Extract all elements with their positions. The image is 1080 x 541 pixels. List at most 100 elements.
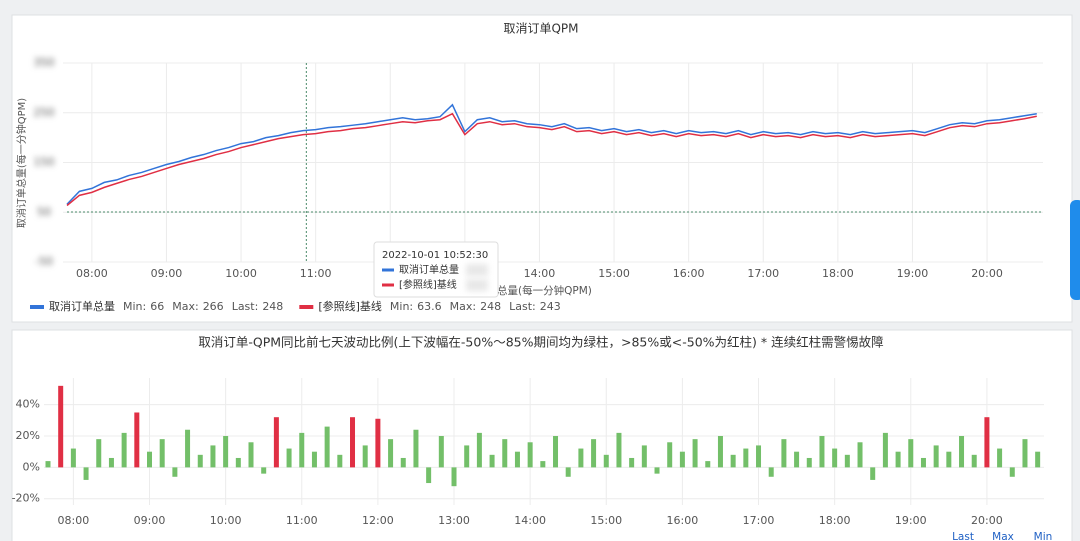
bar [717, 436, 723, 468]
bar [806, 457, 812, 468]
bar [870, 467, 876, 480]
legend-swatch [299, 305, 314, 309]
legend-stat-value: 66 [150, 300, 164, 313]
tooltip-value [466, 264, 488, 276]
legend-stat-value: 63.6 [417, 300, 442, 313]
bar [362, 445, 368, 468]
bar [451, 467, 457, 487]
legend-stat-label: Min: [390, 300, 413, 313]
bar [667, 442, 673, 468]
bar [210, 445, 216, 468]
bar [337, 454, 343, 468]
bar [261, 467, 267, 474]
legend-stat-value: 266 [203, 300, 224, 313]
x-tick-label: 16:00 [667, 514, 699, 527]
x-tick-label: 20:00 [971, 514, 1003, 527]
x-tick-label: 17:00 [747, 267, 779, 280]
side-widget[interactable] [1070, 200, 1080, 300]
bar [629, 457, 635, 468]
bar [743, 448, 749, 468]
bar [730, 454, 736, 468]
bar [248, 442, 254, 468]
bar [299, 432, 305, 468]
bar [426, 467, 432, 484]
y-tick-label: 250 [34, 106, 55, 119]
bar [70, 448, 76, 468]
x-tick-label: 09:00 [151, 267, 183, 280]
bar [464, 445, 470, 468]
bar [933, 445, 939, 468]
legend-header[interactable]: Min [1034, 531, 1053, 541]
bar [654, 467, 660, 474]
bar [197, 454, 203, 468]
bar [768, 467, 774, 477]
bar [311, 451, 317, 468]
bar [641, 445, 647, 468]
bar [121, 432, 127, 468]
bar [603, 454, 609, 468]
chart-title: 取消订单QPM [503, 22, 578, 36]
x-tick-label: 15:00 [590, 514, 622, 527]
bar [553, 436, 559, 468]
x-tick-label: 17:00 [743, 514, 775, 527]
legend-stat-label: Max: [172, 300, 198, 313]
panel [11, 329, 1073, 541]
tooltip-value [466, 279, 488, 291]
bar [540, 461, 546, 468]
bar [844, 454, 850, 468]
y-tick-label: 50 [37, 205, 51, 218]
bar [134, 412, 140, 468]
series-line [66, 112, 1037, 207]
y-axis-label: 取消订单总量(每一分钟QPM) [15, 98, 28, 228]
x-tick-label: 10:00 [210, 514, 242, 527]
legend-stat-value: 243 [540, 300, 561, 313]
panel [11, 14, 1073, 323]
bar [946, 451, 952, 468]
bar [832, 448, 838, 468]
x-tick-label: 14:00 [514, 514, 546, 527]
x-tick-label: 14:00 [524, 267, 556, 280]
tooltip-swatch [382, 283, 394, 287]
bar [984, 417, 990, 468]
x-tick-label: 20:00 [971, 267, 1003, 280]
x-tick-label: 19:00 [895, 514, 927, 527]
series-line [66, 103, 1037, 205]
bar [997, 448, 1003, 468]
legend-stat-value: 248 [480, 300, 501, 313]
tooltip: 2022-10-01 10:52:30 取消订单总量 [参照线]基线 [373, 241, 499, 298]
legend-header[interactable]: Last [952, 531, 974, 541]
legend-label: 取消订单总量 [49, 299, 115, 313]
y-tick-label: -20% [12, 492, 40, 505]
legend-stat-label: Last: [509, 300, 536, 313]
bar [286, 448, 292, 468]
bar [781, 439, 787, 468]
legend-swatch [30, 305, 44, 309]
bar [147, 451, 153, 468]
x-tick-label: 18:00 [822, 267, 854, 280]
bar [692, 439, 698, 468]
bar [159, 439, 165, 468]
bar [616, 432, 622, 468]
bar [185, 429, 191, 468]
x-tick-label: 08:00 [76, 267, 108, 280]
y-tick-label: -50 [35, 255, 53, 268]
y-tick-label: 150 [34, 156, 55, 169]
x-tick-label: 16:00 [673, 267, 705, 280]
bar [108, 457, 114, 468]
bar [350, 417, 356, 468]
bar [882, 432, 888, 468]
bar [1035, 451, 1041, 468]
bar [920, 457, 926, 468]
bar [96, 439, 102, 468]
x-tick-label: 18:00 [819, 514, 851, 527]
bar [502, 439, 508, 468]
bar [1022, 439, 1028, 468]
x-tick-label: 15:00 [598, 267, 630, 280]
bar [476, 432, 482, 468]
x-tick-label: 10:00 [225, 267, 257, 280]
y-tick-label: 0% [23, 460, 40, 473]
bar [324, 426, 330, 468]
bar [705, 461, 711, 468]
legend-header[interactable]: Max [992, 531, 1014, 541]
